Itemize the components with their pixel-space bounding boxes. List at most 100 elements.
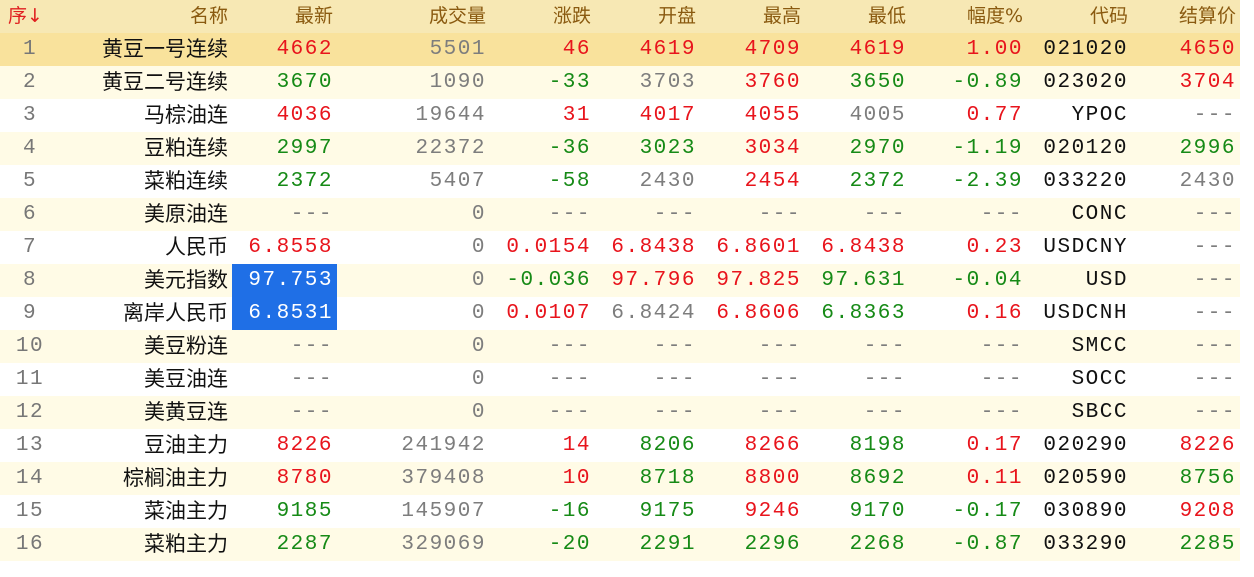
column-header-name[interactable]: 名称 (189, 5, 228, 27)
cell-volume: 5407 (429, 170, 486, 193)
table-row[interactable]: 11 美豆油连 --- 0 --- --- --- --- --- SOCC --- (0, 363, 1240, 396)
table-row[interactable]: 3 马棕油连 4036 19644 31 4017 4055 4005 0.77 YPOC --- (0, 99, 1240, 132)
cell-code: 020590 (1043, 467, 1128, 490)
cell-low: --- (863, 401, 906, 424)
cell-open: 2291 (639, 533, 696, 556)
row-seq: 6 (22, 203, 38, 226)
cell-code: CONC (1071, 203, 1128, 226)
cell-change: --- (548, 368, 591, 391)
cell-amplitude: -1.19 (952, 137, 1023, 160)
cell-latest: 2997 (276, 137, 333, 160)
table-row[interactable]: 1 黄豆一号连续 4662 5501 46 4619 4709 4619 1.00 021020 4… (0, 33, 1240, 66)
table-row[interactable]: 14 棕榈油主力 8780 379408 10 8718 8800 8692 0.11 02059… (0, 462, 1240, 495)
cell-code: 033290 (1043, 533, 1128, 556)
cell-amplitude: --- (980, 368, 1023, 391)
cell-high: 4709 (744, 38, 801, 61)
cell-change: --- (548, 203, 591, 226)
cell-open: 97.796 (611, 269, 696, 292)
cell-latest: 97.753 (232, 264, 337, 297)
column-header-code[interactable]: 代码 (1089, 5, 1128, 27)
cell-settle: --- (1193, 335, 1236, 358)
table-row[interactable]: 15 菜油主力 9185 145907 -16 9175 9246 9170 -0.17 0308… (0, 495, 1240, 528)
cell-open: 8718 (639, 467, 696, 490)
cell-volume: 145907 (401, 500, 486, 523)
column-header-settle[interactable]: 结算价 (1178, 5, 1236, 27)
table-row[interactable]: 10 美豆粉连 --- 0 --- --- --- --- --- SMCC --- (0, 330, 1240, 363)
cell-open: 6.8424 (611, 302, 696, 325)
cell-amplitude: -2.39 (952, 170, 1023, 193)
cell-volume: 0 (471, 368, 486, 391)
cell-open: 4017 (639, 104, 696, 127)
cell-latest: 8226 (276, 434, 333, 457)
cell-amplitude: -0.04 (952, 269, 1023, 292)
table-row[interactable]: 5 菜粕连续 2372 5407 -58 2430 2454 2372 -2.39 033220 2… (0, 165, 1240, 198)
cell-settle: --- (1193, 401, 1236, 424)
column-header-amplitude[interactable]: 幅度% (966, 5, 1023, 27)
column-header-change[interactable]: 涨跌 (552, 5, 591, 27)
row-name: 棕榈油主力 (123, 466, 228, 490)
cell-change: -33 (548, 71, 591, 94)
row-name: 菜粕连续 (144, 169, 228, 193)
table-row[interactable]: 16 菜粕主力 2287 329069 -20 2291 2296 2268 -0.87 0332… (0, 528, 1240, 561)
row-seq: 13 (15, 434, 45, 457)
cell-low: 4619 (849, 38, 906, 61)
cell-settle: --- (1193, 236, 1236, 259)
table-row[interactable]: 8 美元指数 97.753 0 -0.036 97.796 97.825 97.631 -0.0… (0, 264, 1240, 297)
row-seq: 8 (22, 269, 38, 292)
cell-low: 6.8438 (821, 236, 906, 259)
table-row[interactable]: 12 美黄豆连 --- 0 --- --- --- --- --- SBCC --- (0, 396, 1240, 429)
table-row[interactable]: 4 豆粕连续 2997 22372 -36 3023 3034 2970 -1.19 020120… (0, 132, 1240, 165)
table-header: 序↓ 名称 最新 成交量 涨跌 开盘 最高 最低 幅度% 代码 结算价 (0, 0, 1240, 33)
cell-open: 3703 (639, 71, 696, 94)
column-header-seq[interactable]: 序↓ (8, 5, 43, 27)
cell-code: 033220 (1043, 170, 1128, 193)
column-header-high[interactable]: 最高 (762, 5, 801, 27)
cell-low: 2970 (849, 137, 906, 160)
cell-latest: 4662 (276, 38, 333, 61)
cell-change: --- (548, 401, 591, 424)
column-header-open[interactable]: 开盘 (657, 5, 696, 27)
cell-amplitude: 1.00 (966, 38, 1023, 61)
cell-low: --- (863, 335, 906, 358)
table-row[interactable]: 9 离岸人民币 6.8531 0 0.0107 6.8424 6.8606 6.8363 0.1… (0, 297, 1240, 330)
column-header-volume[interactable]: 成交量 (428, 5, 486, 27)
cell-code: 030890 (1043, 500, 1128, 523)
row-seq: 5 (22, 170, 38, 193)
cell-code: 021020 (1043, 38, 1128, 61)
row-seq: 3 (22, 104, 38, 127)
cell-code: YPOC (1071, 104, 1128, 127)
cell-code: SMCC (1071, 335, 1128, 358)
cell-high: 6.8601 (716, 236, 801, 259)
row-name: 美原油连 (144, 202, 228, 226)
table-row[interactable]: 6 美原油连 --- 0 --- --- --- --- --- CONC --- (0, 198, 1240, 231)
cell-volume: 241942 (401, 434, 486, 457)
row-seq: 2 (22, 71, 38, 94)
row-seq: 10 (15, 335, 45, 358)
table-row[interactable]: 2 黄豆二号连续 3670 1090 -33 3703 3760 3650 -0.89 02302… (0, 66, 1240, 99)
cell-latest: 4036 (276, 104, 333, 127)
cell-change: 0.0107 (506, 302, 591, 325)
row-name: 豆粕连续 (144, 136, 228, 160)
cell-open: --- (653, 335, 696, 358)
table-row[interactable]: 7 人民币 6.8558 0 0.0154 6.8438 6.8601 6.8438 0.23 U… (0, 231, 1240, 264)
cell-volume: 0 (471, 335, 486, 358)
cell-code: SBCC (1071, 401, 1128, 424)
cell-settle: --- (1193, 302, 1236, 325)
cell-low: 8198 (849, 434, 906, 457)
cell-latest: 6.8531 (232, 297, 337, 330)
cell-change: 0.0154 (506, 236, 591, 259)
cell-high: 2454 (744, 170, 801, 193)
row-seq: 12 (15, 401, 45, 424)
row-seq: 11 (15, 368, 45, 391)
column-header-low[interactable]: 最低 (867, 5, 906, 27)
cell-volume: 379408 (401, 467, 486, 490)
column-header-latest[interactable]: 最新 (294, 5, 333, 27)
cell-settle: --- (1193, 203, 1236, 226)
cell-open: --- (653, 401, 696, 424)
table-row[interactable]: 13 豆油主力 8226 241942 14 8206 8266 8198 0.17 020290… (0, 429, 1240, 462)
cell-latest: 3670 (276, 71, 333, 94)
cell-high: --- (758, 368, 801, 391)
cell-high: 8800 (744, 467, 801, 490)
cell-low: 97.631 (821, 269, 906, 292)
cell-high: --- (758, 401, 801, 424)
